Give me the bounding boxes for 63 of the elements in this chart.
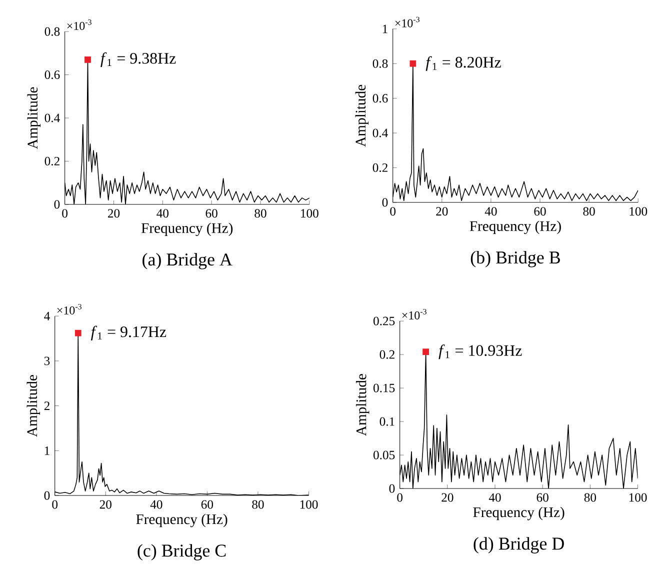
y-tick-label: 0 xyxy=(389,484,395,493)
x-tick-label: 20 xyxy=(108,209,120,218)
y-tick-label: 0.05 xyxy=(374,450,395,460)
annotation: f$_{1}$ = 10.93Hz xyxy=(438,344,522,360)
x-tick-label: 20 xyxy=(442,493,454,502)
text: (c) Bridge C xyxy=(138,544,226,560)
x-tick-label: 60 xyxy=(536,493,548,502)
x-tick-label: 100 xyxy=(300,500,318,509)
y-tick-label: 0.2 xyxy=(380,350,394,359)
annotation: f$_{1}$ = 9.38Hz xyxy=(100,52,176,68)
x-tick-label: 40 xyxy=(484,207,497,216)
y-tick-label: 0.6 xyxy=(44,70,60,80)
y-tick-label: 0.8 xyxy=(372,59,388,68)
y-tick-label: 0 xyxy=(54,200,60,209)
y-tick-label: 0.15 xyxy=(374,384,395,392)
x-tick-label: 80 xyxy=(254,209,266,218)
x-tick-label: 100 xyxy=(630,207,648,216)
x-tick-label: 20 xyxy=(436,207,448,216)
x-tick-label: 40 xyxy=(150,500,162,509)
text: ×10$^{-3}$ xyxy=(402,308,426,320)
x-tick-label: 100 xyxy=(301,209,318,218)
x-tick-label: 100 xyxy=(629,493,647,502)
y-tick-label: 1 xyxy=(382,24,388,34)
y-axis-title: Amplitude xyxy=(356,374,370,436)
text: ×10$^{-3}$ xyxy=(67,20,92,30)
x-axis-title: Frequency (Hz) xyxy=(136,514,228,528)
y-tick-label: 0.6 xyxy=(372,94,388,103)
x-tick-label: 0 xyxy=(397,493,402,502)
y-tick-label: 3 xyxy=(44,356,50,366)
y-tick-label: 0.1 xyxy=(380,417,394,426)
x-tick-label: 40 xyxy=(156,209,168,218)
text: (a) Bridge A xyxy=(142,252,232,270)
x-tick-label: 20 xyxy=(100,500,112,509)
y-tick-label: 4 xyxy=(44,312,50,320)
y-tick-label: 0.25 xyxy=(374,316,395,326)
x-tick-label: 80 xyxy=(252,500,264,509)
y-tick-label: 0.8 xyxy=(44,27,60,36)
y-axis-title: Amplitude xyxy=(26,375,40,437)
x-tick-label: 60 xyxy=(534,207,546,216)
text: (d) Bridge D xyxy=(474,537,564,554)
x-axis-title: Frequency (Hz) xyxy=(473,506,564,520)
x-tick-label: 40 xyxy=(488,493,501,502)
y-tick-label: 0.2 xyxy=(44,156,60,166)
x-tick-label: 80 xyxy=(583,207,595,216)
x-axis-title: Frequency (Hz) xyxy=(141,222,233,236)
y-axis-title: Amplitude xyxy=(27,87,41,150)
y-tick-label: 0.2 xyxy=(372,163,388,172)
annotation: f$_{1}$ = 8.20Hz xyxy=(426,56,501,71)
y-axis-title: Amplitude xyxy=(355,84,369,147)
text: ×10$^{-3}$ xyxy=(395,16,420,28)
y-tick-label: 2 xyxy=(44,402,50,410)
x-tick-label: 80 xyxy=(584,493,596,502)
y-tick-label: 1 xyxy=(44,446,50,455)
x-tick-label: 60 xyxy=(201,500,214,509)
x-axis-title: Frequency (Hz) xyxy=(470,220,561,234)
x-tick-label: 60 xyxy=(206,209,218,218)
x-tick-label: 0 xyxy=(62,209,68,218)
y-tick-label: 0.4 xyxy=(372,128,388,138)
text: (b) Bridge B xyxy=(470,251,560,268)
y-tick-label: 0.4 xyxy=(44,114,60,122)
y-tick-label: 0 xyxy=(382,198,388,207)
text: ×10$^{-3}$ xyxy=(57,304,82,315)
annotation: f$_{1}$ = 9.17Hz xyxy=(90,326,166,340)
